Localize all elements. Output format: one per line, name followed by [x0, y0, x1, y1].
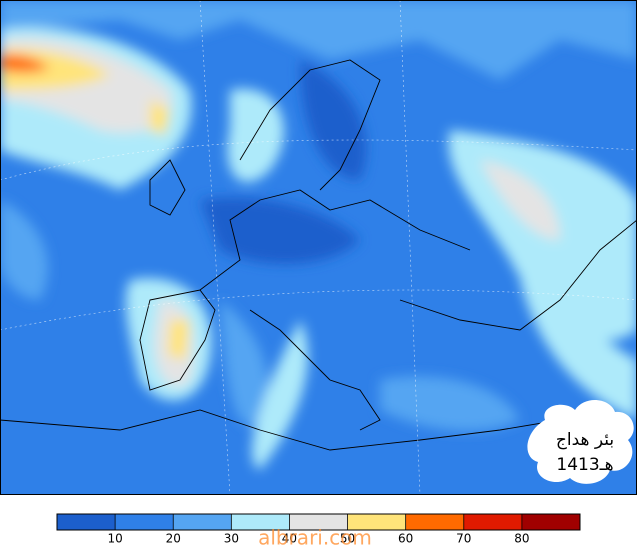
colorbar-segment [57, 514, 116, 530]
colorbar-tick-label: 30 [224, 532, 239, 546]
colorbar-segment [463, 514, 522, 530]
watermark: albrari.com [258, 526, 372, 548]
colorbar-segment [173, 514, 232, 530]
colorbar: 10 20 30 40 50 60 70 80 [56, 513, 581, 546]
colorbar-segment [289, 514, 348, 530]
colorbar-segment [405, 514, 464, 530]
colorbar-tick-label: 70 [456, 532, 471, 546]
colorbar-tick-label: 80 [514, 532, 529, 546]
cloud-label: بئر هداج 1413هـ [527, 400, 634, 484]
colorbar-tick-label: 50 [340, 532, 355, 546]
colorbar-tick-label: 60 [398, 532, 413, 546]
colorbar-tick-label: 20 [166, 532, 181, 546]
map-field [0, 0, 637, 496]
colorbar-frame [56, 513, 581, 531]
colorbar-segment [231, 514, 290, 530]
colorbar-segment [347, 514, 406, 530]
colorbar-segment [521, 514, 580, 530]
colorbar-segment [115, 514, 174, 530]
colorbar-tick-label: 10 [107, 532, 122, 546]
year-label: 1413هـ [556, 455, 613, 475]
place-name: بئر هداج [556, 430, 614, 450]
colorbar-tick-label: 40 [282, 532, 297, 546]
